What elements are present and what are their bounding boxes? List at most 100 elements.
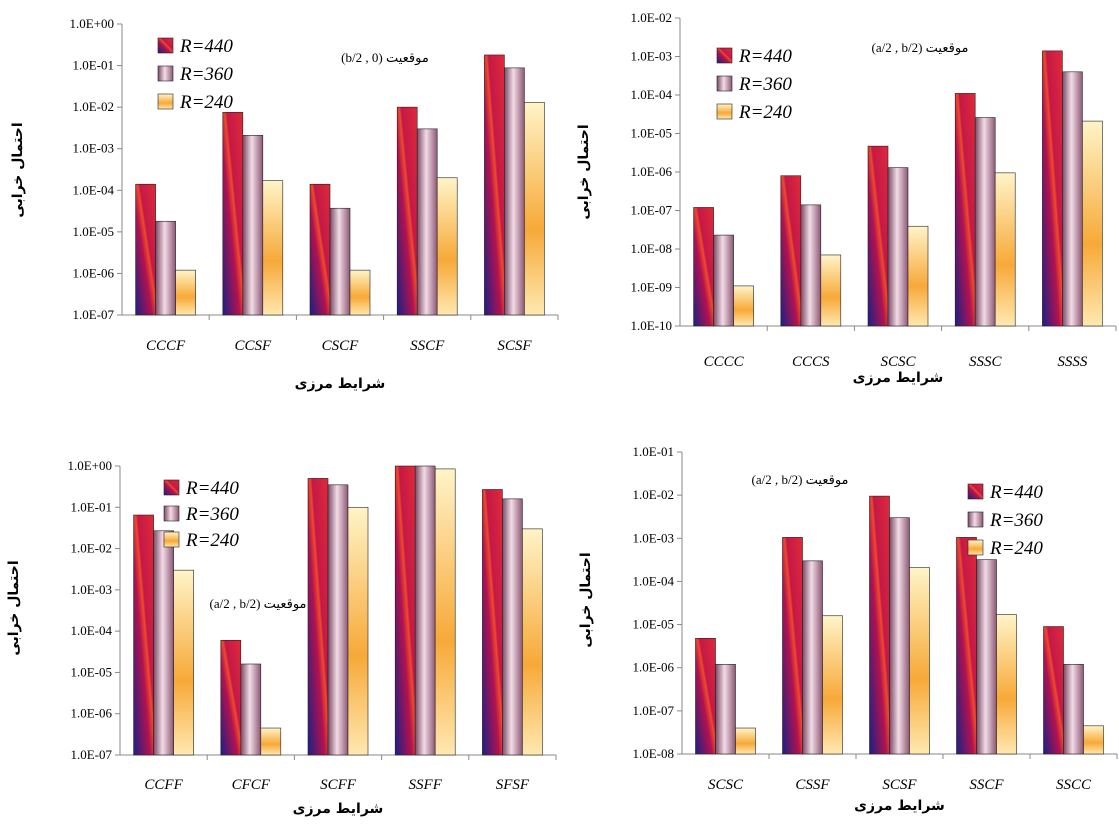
y-tick-label: 1.0E-03 (72, 141, 114, 156)
x-category-label: CCCF (146, 338, 186, 354)
y-tick-label: 1.0E-07 (70, 747, 112, 762)
x-category-label: CCCC (704, 354, 745, 370)
legend: R=440 R=360 R=240 (157, 36, 233, 113)
legend: R=440 R=360 R=240 (163, 478, 239, 551)
legend-label: R=360 (185, 504, 239, 525)
bar-r-240 (820, 254, 842, 327)
bar-r-240 (996, 614, 1017, 755)
y-tick-label: 1.0E-04 (72, 182, 114, 197)
legend-swatch (163, 479, 180, 496)
y-tick-label: 1.0E-10 (630, 318, 672, 333)
chart-panel-4: 1.0E-08 1.0E-07 1.0E-06 1.0E-05 1.0E-04 1.0E-… (578, 444, 1118, 814)
y-tick-label: 1.0E-06 (72, 265, 114, 280)
bar-r-440 (394, 465, 416, 756)
bar-r-360 (1062, 71, 1083, 327)
position-annotation: موقعیت (a/2 , b/2) (871, 40, 968, 56)
legend-label: R=240 (738, 102, 792, 123)
y-axis-title: احتمال خرابی (10, 122, 26, 217)
x-category-label: SSFF (409, 777, 443, 793)
y-tick-label: 1.0E-07 (630, 203, 672, 218)
x-category-label: SSCF (410, 338, 445, 354)
bar-r-360 (1063, 663, 1084, 755)
bar-r-440 (220, 640, 242, 756)
y-tick-label: 1.0E-02 (632, 487, 674, 502)
y-tick-label: 1.0E-05 (70, 664, 112, 679)
legend-label: R=360 (179, 64, 233, 85)
legend-swatch (967, 483, 984, 500)
bar-r-360 (713, 234, 734, 327)
bar-r-440 (867, 145, 889, 327)
y-tick-label: 1.0E-05 (72, 224, 114, 239)
bar-r-240 (733, 285, 754, 327)
bar-r-440 (780, 175, 802, 327)
bar-r-360 (155, 220, 176, 316)
x-category-label: CCFF (144, 777, 183, 793)
bar-r-360 (800, 204, 822, 327)
y-tick-label: 1.0E-02 (630, 10, 672, 25)
bar-r-360 (329, 207, 351, 316)
bar-r-440 (135, 183, 156, 316)
x-category-label: CSCF (322, 338, 360, 354)
bar-r-240 (173, 569, 194, 756)
x-category-label: SCSF (882, 777, 917, 793)
y-tick-label: 1.0E-03 (630, 49, 672, 64)
bar-r-360 (327, 484, 349, 756)
legend: R=440 R=360 R=240 (716, 46, 792, 123)
y-tick-label: 1.0E-06 (632, 660, 674, 675)
bar-r-240 (436, 177, 458, 316)
y-tick-label: 1.0E-08 (632, 746, 674, 761)
bar-r-360 (153, 530, 174, 756)
x-axis-title: شرایط مرزی (295, 376, 386, 392)
bar-r-360 (889, 517, 910, 755)
bar-r-440 (782, 537, 803, 755)
legend-swatch (716, 75, 733, 92)
x-category-label: CCSF (234, 338, 272, 354)
bar-r-360 (715, 663, 736, 755)
y-tick-label: 1.0E-01 (70, 499, 112, 514)
x-category-label: CFCF (232, 777, 271, 793)
x-axis-title: شرایط مرزی (854, 798, 945, 814)
bar-r-240 (260, 727, 282, 756)
chart-panel-1: 1.0E-07 1.0E-06 1.0E-05 1.0E-04 1.0E-03 1.0E-… (10, 16, 559, 392)
bar-r-440 (396, 106, 418, 316)
legend-label: R=240 (989, 538, 1043, 559)
bar-r-440 (695, 638, 716, 755)
y-tick-label: 1.0E-07 (72, 307, 114, 322)
bar-r-360 (974, 117, 996, 327)
x-category-label: SCFF (320, 777, 357, 793)
legend-label: R=240 (179, 92, 233, 113)
bar-r-360 (416, 128, 438, 316)
legend-swatch (157, 65, 174, 82)
legend-label: R=440 (185, 478, 239, 499)
x-axis-title: شرایط مرزی (853, 370, 944, 386)
bar-r-440 (1043, 626, 1064, 755)
x-category-label: SSCF (969, 777, 1004, 793)
y-tick-label: 1.0E-02 (70, 541, 112, 556)
bar-r-440 (954, 93, 976, 327)
bar-r-240 (524, 102, 545, 316)
bar-r-360 (414, 465, 436, 756)
y-tick-label: 1.0E-04 (70, 623, 112, 638)
y-tick-label: 1.0E-02 (72, 99, 114, 114)
bar-r-240 (994, 172, 1016, 327)
position-annotation: موقعیت (b/2 , 0) (341, 50, 429, 66)
legend-swatch (157, 93, 174, 110)
bar-r-240 (434, 468, 456, 756)
legend-swatch (967, 511, 984, 528)
x-category-label: SSCC (1056, 777, 1092, 793)
legend-swatch (967, 539, 984, 556)
x-axis-title: شرایط مرزی (293, 801, 384, 817)
y-axis-title: احتمال خرابی (578, 552, 594, 647)
legend-swatch (163, 505, 180, 522)
bar-r-440 (869, 495, 890, 755)
bar-r-240 (347, 506, 369, 756)
position-annotation: موقعیت (a/2 , b/2) (751, 472, 848, 488)
y-tick-label: 1.0E-05 (630, 126, 672, 141)
y-tick-label: 1.0E-01 (632, 444, 674, 459)
x-category-label: SSSC (969, 354, 1003, 370)
legend-label: R=440 (989, 482, 1043, 503)
x-category-label: CSSF (795, 777, 830, 793)
bar-r-240 (175, 269, 196, 316)
y-tick-label: 1.0E+00 (69, 16, 114, 31)
